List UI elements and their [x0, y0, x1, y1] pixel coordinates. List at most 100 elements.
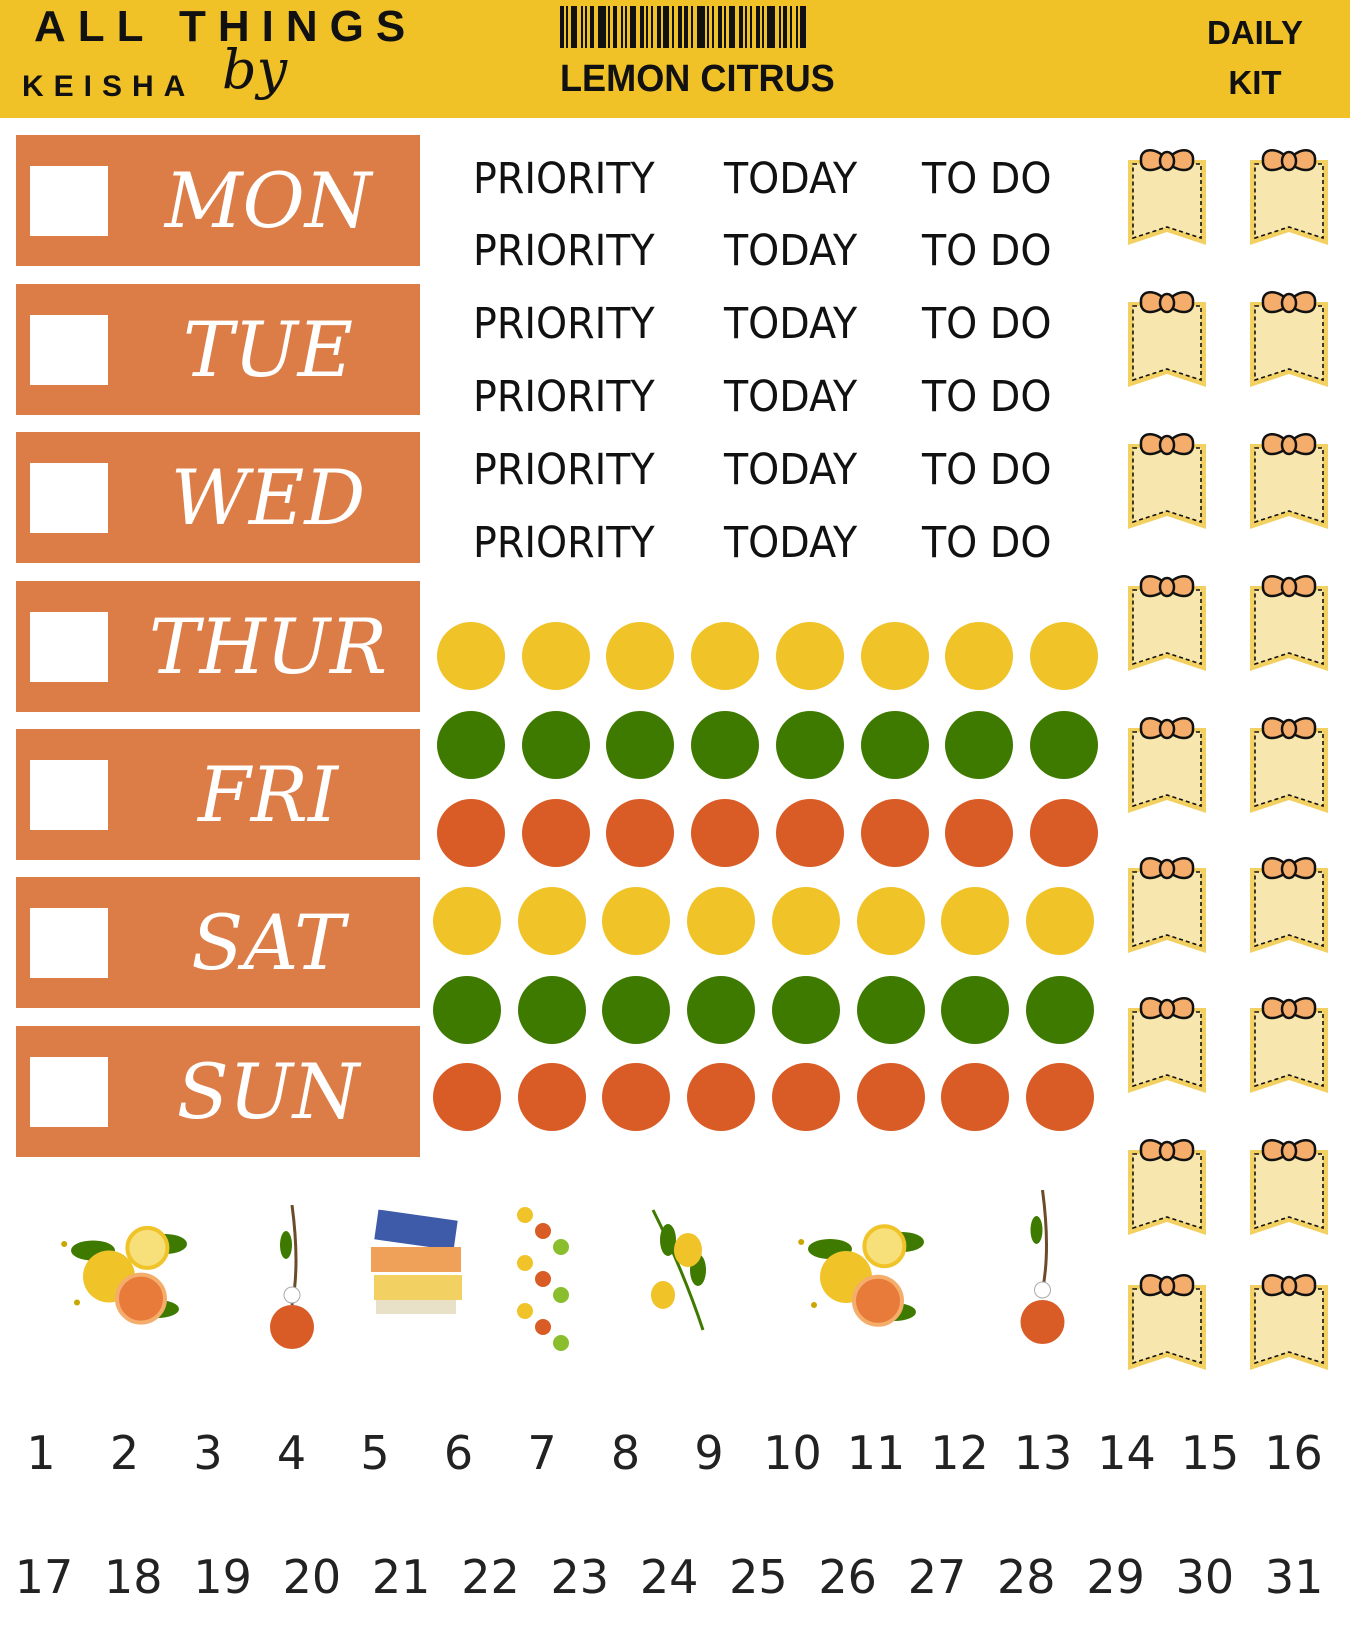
checkbox[interactable]: [30, 166, 108, 236]
checkbox[interactable]: [30, 612, 108, 682]
priority-label: PRIORITY: [473, 445, 655, 495]
barcode-bar: [783, 6, 787, 48]
barcode-bar: [566, 6, 568, 48]
bookmark-sticker: [1248, 424, 1330, 534]
yellow-dot: [437, 622, 505, 690]
checkbox[interactable]: [30, 315, 108, 385]
barcode-bar: [625, 6, 627, 48]
date-number: 23: [550, 1550, 610, 1604]
citrus-bouquet-icon: [782, 1200, 942, 1340]
day-name: SUN: [176, 1047, 360, 1136]
bookmark-sticker: [1248, 708, 1330, 818]
bookmark-bow-icon: [1250, 1139, 1328, 1235]
barcode-bar: [678, 6, 682, 48]
logo-text: ALL THINGS: [34, 2, 418, 51]
priority-label: PRIORITY: [473, 226, 655, 276]
date-number: 12: [930, 1426, 989, 1480]
priority-label: TO DO: [922, 372, 1052, 422]
date-number: 5: [360, 1426, 390, 1480]
yellow-dot: [856, 887, 925, 955]
citrus-bouquet-icon: [45, 1205, 205, 1335]
date-number: 14: [1097, 1426, 1156, 1480]
logo-script: by: [222, 38, 288, 101]
barcode-bar: [718, 6, 722, 48]
orange-dot: [691, 799, 760, 867]
green-dot: [1029, 711, 1098, 779]
date-number: 21: [371, 1550, 431, 1604]
priority-label: TODAY: [724, 445, 858, 495]
kit-title: LEMON CITRUS: [560, 58, 835, 100]
barcode-bar: [621, 6, 623, 48]
logo-text-name: KEISHA: [22, 70, 196, 103]
orange-dot: [1025, 1063, 1094, 1131]
orange-dot: [1029, 799, 1098, 867]
date-number: 13: [1013, 1426, 1073, 1480]
orange-dot: [687, 1063, 756, 1131]
date-number: 10: [763, 1426, 822, 1480]
day-label-fri: FRI: [16, 729, 420, 860]
green-dot: [517, 976, 586, 1044]
yellow-dot: [517, 887, 586, 955]
orange-dot: [775, 799, 844, 867]
date-number: 2: [109, 1426, 140, 1480]
yellow-dot: [606, 622, 675, 690]
yellow-dot: [771, 887, 840, 955]
orange-branch-icon: [1015, 1189, 1070, 1350]
checkbox[interactable]: [30, 1057, 108, 1127]
barcode-bar: [724, 6, 726, 48]
bookmark-sticker: [1126, 1130, 1208, 1240]
priority-label: TO DO: [922, 518, 1052, 568]
priority-label: TODAY: [724, 372, 858, 422]
date-number: 15: [1180, 1426, 1240, 1480]
barcode-bar: [560, 6, 564, 48]
yellow-dot: [945, 622, 1014, 690]
orange-dot: [606, 799, 675, 867]
checkbox[interactable]: [30, 760, 108, 830]
day-name: MON: [164, 156, 372, 245]
priority-label: TO DO: [922, 445, 1052, 495]
day-name: THUR: [148, 602, 388, 691]
barcode-bar: [684, 6, 688, 48]
bookmark-sticker: [1126, 988, 1208, 1098]
priority-label: TO DO: [922, 154, 1052, 204]
barcode-bar: [663, 6, 669, 48]
day-label-wed: WED: [16, 432, 420, 563]
date-number: 26: [818, 1550, 877, 1604]
date-number: 19: [193, 1550, 252, 1604]
barcode-bar: [657, 6, 661, 48]
date-number: 22: [461, 1550, 520, 1604]
date-number: 18: [104, 1550, 163, 1604]
header: ALL THINGS by KEISHA LEMON CITRUS DAILY …: [0, 0, 1350, 118]
date-number: 1: [26, 1426, 56, 1480]
priority-label: TODAY: [724, 299, 858, 349]
bookmark-sticker: [1248, 988, 1330, 1098]
barcode-bar: [739, 6, 743, 48]
green-dot: [606, 711, 675, 779]
checkbox[interactable]: [30, 908, 108, 978]
date-number: 4: [276, 1426, 307, 1480]
bookmark-bow-icon: [1250, 575, 1328, 671]
date-number: 3: [193, 1426, 223, 1480]
day-label-thur: THUR: [16, 581, 420, 712]
orange-dot: [945, 799, 1014, 867]
bookmark-sticker: [1126, 424, 1208, 534]
yellow-dot: [860, 622, 929, 690]
date-number: 17: [14, 1550, 74, 1604]
citrus-slices-icon: [505, 1200, 580, 1360]
green-dot: [687, 976, 756, 1044]
green-dot: [771, 976, 840, 1044]
priority-label: PRIORITY: [473, 518, 655, 568]
checkbox[interactable]: [30, 463, 108, 533]
kit-type: DAILY KIT: [1190, 8, 1320, 108]
kit-type-line1: DAILY: [1207, 14, 1303, 51]
barcode-bar: [762, 6, 764, 48]
bookmark-sticker: [1248, 1130, 1330, 1240]
orange-dot: [521, 799, 590, 867]
barcode-bar: [756, 6, 760, 48]
barcode-bar: [571, 6, 577, 48]
yellow-dot: [1029, 622, 1098, 690]
orange-dot: [433, 1063, 501, 1131]
yellow-dot: [433, 887, 501, 955]
priority-label: TODAY: [724, 226, 858, 276]
priority-label: PRIORITY: [473, 299, 655, 349]
